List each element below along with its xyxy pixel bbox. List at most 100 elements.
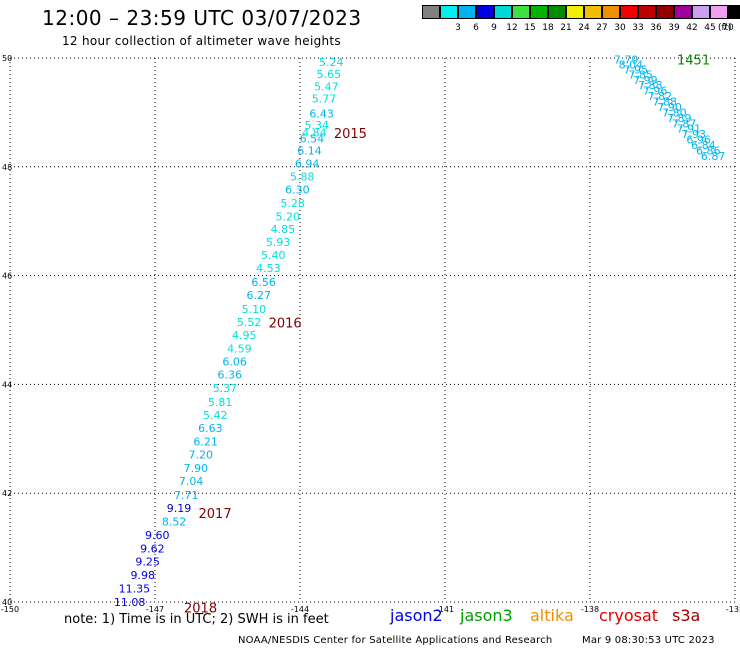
wave-height-value: 7.95 — [624, 63, 649, 76]
wave-height-value: 5.65 — [317, 68, 342, 81]
wave-height-value: 7.93 — [682, 128, 707, 141]
wave-height-value: 6.94 — [295, 158, 320, 171]
wave-height-value: 5.37 — [213, 382, 238, 395]
satellite-jason3: jason3 — [460, 606, 513, 625]
legend-label: 45 — [704, 23, 716, 33]
page-title: 12:00 – 23:59 UTC 03/07/2023 — [42, 6, 362, 30]
legend-swatch — [548, 5, 566, 19]
wave-height-value: 7.90 — [657, 101, 682, 114]
legend-label: 33 — [632, 23, 644, 33]
wave-height-value: 6.43 — [309, 107, 334, 120]
wave-height-value: 7.88 — [653, 96, 678, 109]
legend-label: 9 — [491, 23, 497, 33]
lon-tick-label: -135 — [726, 605, 740, 614]
track-label-2016: 2016 — [269, 316, 302, 331]
satellite-altika: altika — [530, 606, 574, 625]
lon-tick-label: -144 — [291, 605, 309, 614]
lon-tick-label: -150 — [1, 605, 19, 614]
legend-label: 18 — [542, 23, 554, 33]
legend-swatch — [512, 5, 530, 19]
legend-swatch — [566, 5, 584, 19]
legend-label: 36 — [650, 23, 662, 33]
wave-height-value: 11.08 — [114, 596, 146, 609]
wave-height-value: 7.89 — [667, 112, 692, 125]
lat-tick-label: 44 — [2, 380, 12, 389]
legend-swatch — [710, 5, 728, 19]
wave-height-value: 6.30 — [285, 184, 310, 197]
satellite-jason2: jason2 — [390, 606, 443, 625]
wave-height-value: 5.52 — [237, 316, 262, 329]
page-subtitle: 12 hour collection of altimeter wave hei… — [62, 34, 341, 48]
wave-height-value: 5.40 — [261, 249, 286, 262]
legend-swatch — [728, 5, 740, 19]
legend-swatch — [422, 5, 440, 19]
legend-label: 24 — [578, 23, 590, 33]
legend-swatch — [638, 5, 656, 19]
legend-label: 6 — [473, 23, 479, 33]
wave-height-value: 6.06 — [222, 356, 247, 369]
wave-height-value: 8.52 — [162, 515, 187, 528]
track-label-2017: 2017 — [199, 507, 232, 522]
wave-height-value: 5.77 — [312, 92, 337, 105]
wave-height-value: 5.20 — [276, 210, 301, 223]
wave-height-value: 7.91 — [677, 123, 702, 136]
legend-label: 27 — [596, 23, 608, 33]
legend-swatch — [458, 5, 476, 19]
wave-height-value: 5.34 — [305, 119, 330, 132]
wave-height-value: 5.24 — [319, 56, 344, 69]
wave-height-value: 6.86 — [696, 144, 721, 157]
lat-tick-label: 48 — [2, 163, 12, 172]
lat-tick-label: 50 — [2, 54, 12, 63]
wave-height-value: 6.84 — [691, 139, 716, 152]
wave-height-value: 4.53 — [256, 262, 281, 275]
wave-height-value: 7.88 — [638, 79, 663, 92]
legend-label: 39 — [668, 23, 680, 33]
legend-swatch — [440, 5, 458, 19]
wave-height-value: 7.90 — [184, 462, 209, 475]
wave-height-value: 7.96 — [643, 85, 668, 98]
wave-height-value: 6.56 — [251, 276, 276, 289]
wave-height-value: 6.27 — [247, 289, 272, 302]
wave-height-value: 4.84 — [302, 127, 327, 140]
wave-height-value: 5.93 — [266, 236, 291, 249]
wave-height-value: 11.35 — [119, 582, 151, 595]
wave-height-value: 4.59 — [227, 342, 252, 355]
lon-tick-label: -147 — [146, 605, 164, 614]
track-label-1451: 1451 — [677, 54, 710, 69]
wave-height-value: 5.42 — [203, 409, 228, 422]
legend-label: 3 — [455, 23, 461, 33]
legend-label: 30 — [614, 23, 626, 33]
wave-height-value: 5.47 — [314, 80, 339, 93]
legend-label: 12 — [506, 23, 518, 33]
lat-tick-label: 40 — [2, 598, 12, 607]
wave-height-value: 7.99 — [633, 74, 658, 87]
wave-height-value: 4.95 — [232, 329, 257, 342]
wave-height-value: 7.82 — [648, 90, 673, 103]
wave-height-value: 7.79 — [614, 54, 639, 67]
wave-height-value: 5.88 — [290, 171, 315, 184]
wave-height-value: 7.85 — [628, 68, 653, 81]
wave-height-value: 6.21 — [193, 436, 218, 449]
footer-note: note: 1) Time is in UTC; 2) SWH is in fe… — [64, 612, 329, 627]
legend-label: 21 — [560, 23, 572, 33]
legend-swatch — [656, 5, 674, 19]
legend-swatch — [494, 5, 512, 19]
wave-height-value: 5.28 — [280, 197, 305, 210]
credit-timestamp: Mar 9 08:30:53 UTC 2023 — [582, 635, 715, 646]
satellite-s3a: s3a — [672, 606, 701, 625]
wave-height-value: 9.25 — [135, 556, 160, 569]
wave-height-value: 6.63 — [198, 422, 223, 435]
credit-line: NOAA/NESDIS Center for Satellite Applica… — [238, 635, 553, 646]
legend-swatch — [530, 5, 548, 19]
legend-swatch — [602, 5, 620, 19]
wave-height-value: 6.87 — [701, 150, 726, 163]
wave-height-value: 7.80 — [662, 106, 687, 119]
wave-height-value: 7.04 — [179, 475, 204, 488]
wave-height-value: 6.14 — [297, 144, 322, 157]
legend-swatch — [476, 5, 494, 19]
wave-height-value: 7.20 — [189, 449, 214, 462]
wave-height-value: 4.85 — [271, 223, 296, 236]
track-label-2018: 2018 — [184, 601, 217, 616]
